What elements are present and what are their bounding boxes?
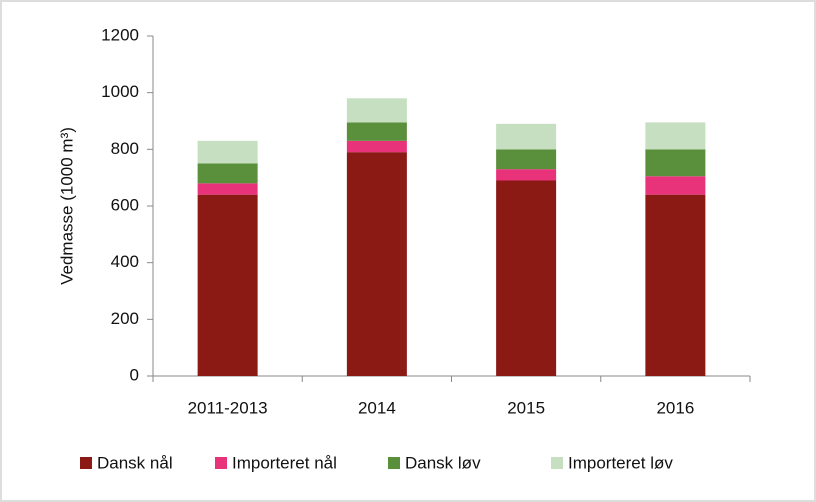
legend-label: Importeret nål <box>232 453 337 472</box>
legend-label: Dansk nål <box>97 453 173 472</box>
bar-segment <box>496 169 557 181</box>
bar-segment <box>197 163 258 184</box>
bar-segment <box>346 98 407 123</box>
x-tick-label: 2014 <box>358 398 396 417</box>
bar-segment <box>645 176 706 195</box>
legend-label: Importeret løv <box>568 453 673 472</box>
bar-segment <box>496 149 557 170</box>
bar-segment <box>346 152 407 376</box>
legend-swatch <box>80 457 92 469</box>
y-tick-label: 400 <box>111 252 139 271</box>
bar-segment <box>346 140 407 153</box>
y-axis-label: Vedmasse (1000 m³) <box>57 127 76 285</box>
x-tick-label: 2011-2013 <box>188 398 268 417</box>
bar-segment <box>496 180 557 376</box>
legend-swatch <box>215 457 227 469</box>
y-tick-label: 0 <box>130 365 139 384</box>
y-tick-label: 200 <box>111 309 139 328</box>
legend-swatch <box>551 457 563 469</box>
bar-segment <box>645 122 706 150</box>
bar-segment <box>197 194 258 376</box>
x-tick-label: 2015 <box>507 398 545 417</box>
y-tick-label: 1200 <box>101 25 139 44</box>
y-tick-label: 800 <box>111 139 139 158</box>
bar-segment <box>197 140 258 164</box>
bar-segment <box>197 183 258 195</box>
bar-segment <box>645 194 706 376</box>
bar-segment <box>645 149 706 177</box>
bar-segment <box>496 123 557 150</box>
legend-label: Dansk løv <box>405 453 481 472</box>
y-tick-label: 1000 <box>101 82 139 101</box>
legend-swatch <box>388 457 400 469</box>
x-tick-label: 2016 <box>656 398 694 417</box>
y-tick-label: 600 <box>111 195 139 214</box>
bar-segment <box>346 122 407 141</box>
